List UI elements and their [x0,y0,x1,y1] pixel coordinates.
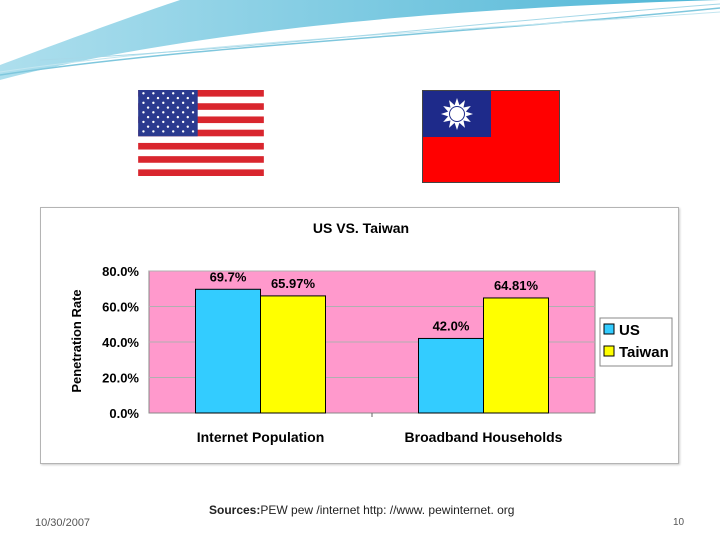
y-tick-label: 60.0% [102,300,139,315]
star-icon [146,106,150,109]
us-flag [138,90,264,176]
star-icon [152,120,155,124]
star-icon [166,96,170,100]
star-icon [152,101,155,105]
star-icon [152,111,155,114]
star-icon [146,115,150,119]
star-icon [156,96,160,100]
star-icon [172,130,175,133]
star-icon [146,125,150,128]
sun-ray-icon [441,111,450,117]
sun-ray-icon [454,98,460,107]
star-icon [142,130,145,133]
star-icon [181,92,185,95]
star-icon [181,101,185,105]
bar-us-0 [195,288,261,414]
star-icon [172,101,175,105]
white-sun-icon [441,98,473,130]
star-icon [186,106,189,109]
sources-text: PEW pew /internet http: //www. pewintern… [260,503,515,517]
data-label: 64.81% [494,278,539,293]
legend-swatch [603,323,615,335]
bars [195,288,549,414]
star-icon [142,101,145,105]
star-icon [172,92,175,95]
bar-chart: US VS. Taiwan 0.0% 20.0% 40.0% 60.0% 80.0% 6… [69,220,673,445]
bar-labels: 69.7% 65.97% 42.0% 64.81% [210,269,539,333]
chart-title: US VS. Taiwan [313,220,409,236]
sources-note: Sources:PEW pew /internet http: //www. p… [209,503,514,517]
bar-taiwan-1 [483,297,549,414]
star-icon [176,106,180,109]
star-icon [152,130,155,133]
legend-label: Taiwan [619,344,669,361]
star-icon [142,111,145,114]
legend: US Taiwan [599,317,673,367]
star-icon [186,125,189,128]
data-label: 42.0% [433,318,470,333]
star-icon [162,111,165,114]
x-category-label: Broadband Households [405,429,563,445]
data-label: 69.7% [210,269,247,284]
star-icon [166,125,170,128]
star-icon [162,130,165,133]
star-icon [142,120,145,124]
bar-us-1 [418,337,484,414]
star-icon [191,92,195,95]
star-icon [186,115,189,119]
star-icon [146,96,150,100]
star-icon [181,111,185,114]
x-category-label: Internet Population [197,429,325,445]
star-icon [166,106,170,109]
sources-label: Sources: [209,503,261,517]
star-icon [162,101,165,105]
star-icon [152,92,155,95]
star-icon [142,92,145,95]
star-icon [191,130,195,133]
legend-swatch [603,345,615,357]
bar-taiwan-0 [260,295,326,414]
star-icon [156,115,160,119]
y-tick-label: 80.0% [102,264,139,279]
star-icon [191,101,195,105]
y-tick-label: 20.0% [102,371,139,386]
data-label: 65.97% [271,276,316,291]
sun-ray-icon [464,111,473,117]
y-tick-label: 40.0% [102,335,139,350]
legend-label: US [619,322,640,339]
star-icon [181,130,185,133]
y-tick-label: 0.0% [109,406,139,421]
star-icon [176,96,180,100]
star-icon [176,115,180,119]
star-icon [191,120,195,124]
y-axis-ticks: 0.0% 20.0% 40.0% 60.0% 80.0% [102,264,139,421]
y-axis-label: Penetration Rate [69,289,84,392]
star-icon [176,125,180,128]
x-axis-categories: Internet Population Broadband Households [197,413,563,445]
sun-ray-icon [454,121,460,130]
star-icon [186,96,189,100]
star-icon [156,106,160,109]
star-icon [156,125,160,128]
star-icon [166,115,170,119]
taiwan-flag [422,90,560,183]
star-icon [162,92,165,95]
star-icon [181,120,185,124]
chart-frame: US VS. Taiwan 0.0% 20.0% 40.0% 60.0% 80.0% 6… [40,207,679,464]
star-icon [172,120,175,124]
star-icon [162,120,165,124]
star-icon [172,111,175,114]
slide-date: 10/30/2007 [35,517,91,529]
header-swoosh-decoration [0,0,720,80]
star-icon [191,111,195,114]
page-number: 10 [673,517,685,528]
